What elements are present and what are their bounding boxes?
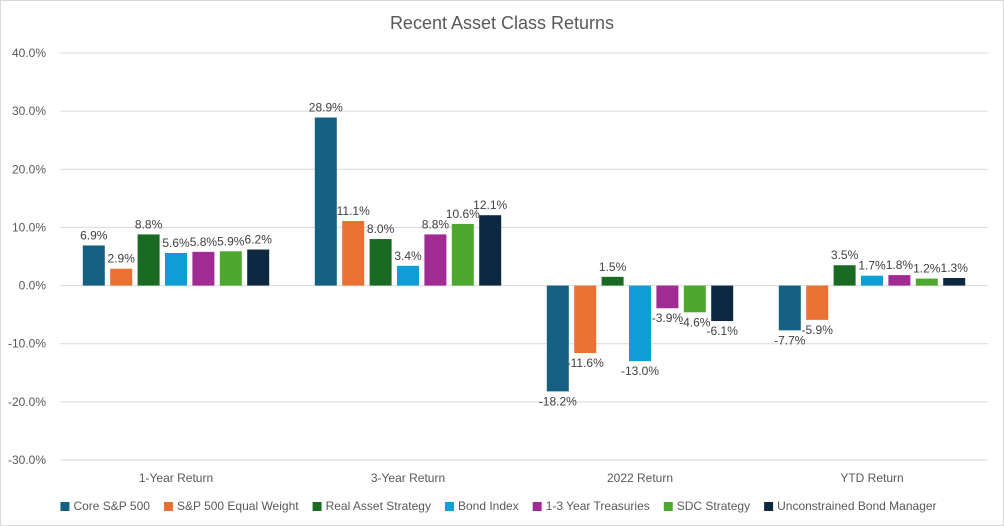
bar (247, 249, 270, 286)
bar (629, 285, 651, 362)
bar (451, 223, 474, 286)
bars (82, 117, 966, 392)
legend-swatch (532, 502, 542, 511)
data-labels: 6.9%2.9% 8.8% 5.6% 5.8% 5.9% 6.2% 28.9% 11.1% 8.… (80, 101, 968, 409)
legend-label: S&P 500 Equal Weight (177, 499, 299, 513)
legend-swatch (764, 502, 774, 511)
bar (219, 251, 242, 286)
data-label: -11.6% (567, 356, 604, 370)
data-label: 3.5% (831, 248, 859, 262)
data-label: -6.1% (707, 324, 739, 338)
data-label: 3.4% (394, 249, 422, 263)
bar (601, 276, 624, 286)
x-category-label: 1-Year Return (139, 471, 213, 485)
bar (82, 245, 105, 286)
data-label: 12.1% (473, 198, 507, 212)
data-label: -4.6% (679, 315, 711, 329)
x-axis-categories: 1-Year Return 3-Year Return 2022 Return YTD… (139, 471, 904, 485)
bar (110, 268, 133, 286)
x-category-label: 3-Year Return (371, 471, 445, 485)
legend-label: Bond Index (458, 499, 519, 513)
data-label: 1.2% (913, 262, 941, 276)
data-label: 8.0% (367, 222, 395, 236)
x-category-label: 2022 Return (607, 471, 673, 485)
bar (656, 285, 679, 309)
data-label: 10.6% (446, 207, 480, 221)
bar (369, 239, 392, 286)
chart-title: Recent Asset Class Returns (390, 13, 614, 33)
data-label: -13.0% (621, 364, 659, 378)
legend-swatch (312, 502, 322, 511)
data-label: 5.9% (217, 234, 245, 248)
bar (137, 234, 160, 286)
y-tick-label: 40.0% (12, 46, 46, 60)
legend-swatch (663, 502, 673, 511)
legend-label: Unconstrained Bond Manager (777, 499, 936, 513)
legend-swatch (444, 502, 454, 511)
data-label: -18.2% (539, 394, 577, 408)
data-label: 11.1% (337, 204, 370, 218)
data-label: 1.5% (599, 260, 627, 274)
gridlines (60, 52, 988, 461)
bar (915, 278, 938, 286)
bar (192, 251, 215, 286)
data-label: 6.9% (80, 228, 108, 242)
legend-label: Core S&P 500 (73, 499, 150, 513)
y-axis-ticks: 40.0% 30.0% 20.0% 10.0% 0.0% -10.0% -20.0% -30.… (8, 46, 46, 467)
y-tick-label: 10.0% (12, 220, 46, 234)
bar (861, 275, 883, 286)
y-tick-label: -10.0% (8, 337, 46, 351)
bar (342, 221, 365, 286)
data-label: 5.6% (162, 236, 190, 250)
bar (165, 253, 187, 286)
bar (479, 215, 502, 286)
bar (711, 285, 734, 322)
bar (778, 285, 801, 331)
data-label: 6.2% (245, 233, 273, 247)
y-tick-label: -30.0% (8, 453, 46, 467)
bar (806, 285, 829, 320)
bar (943, 278, 966, 286)
bar (888, 275, 911, 286)
bar (397, 265, 419, 286)
data-label: 1.7% (858, 259, 886, 273)
legend-label: SDC Strategy (677, 499, 750, 513)
data-label: 28.9% (309, 101, 343, 115)
data-label: -3.9% (652, 311, 684, 325)
data-label: 8.8% (422, 217, 450, 231)
bar (833, 265, 856, 286)
data-label: 1.8% (886, 258, 914, 272)
bar (574, 285, 597, 354)
legend-label: 1-3 Year Treasuries (546, 499, 650, 513)
bar (546, 285, 569, 392)
y-tick-label: 30.0% (12, 104, 46, 118)
x-category-label: YTD Return (840, 471, 903, 485)
data-label: -7.7% (774, 333, 806, 347)
bar (683, 285, 706, 313)
y-tick-label: 0.0% (19, 279, 47, 293)
legend-swatch (163, 502, 173, 511)
bar (314, 117, 337, 286)
data-label: 1.3% (941, 261, 969, 275)
y-tick-label: 20.0% (12, 162, 46, 176)
data-label: -5.9% (802, 323, 834, 337)
data-label: 8.8% (135, 217, 163, 231)
legend-label: Real Asset Strategy (326, 499, 431, 513)
data-label: 5.8% (190, 235, 218, 249)
data-label: 2.9% (108, 252, 136, 266)
legend: Core S&P 500 S&P 500 Equal Weight Real Ass… (60, 499, 937, 513)
bar (424, 234, 447, 286)
y-tick-label: -20.0% (8, 395, 46, 409)
legend-swatch (60, 502, 70, 511)
